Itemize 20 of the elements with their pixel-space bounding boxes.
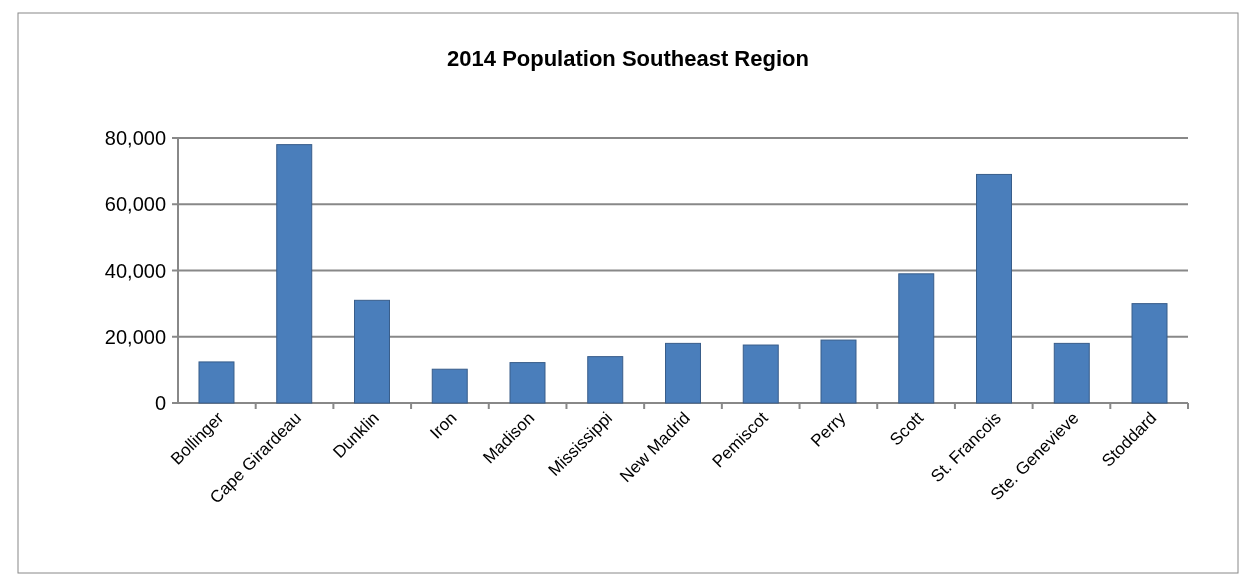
bar (431, 368, 468, 404)
bar (898, 273, 935, 404)
bar (1131, 303, 1168, 404)
bar (354, 299, 390, 404)
x-tick-label: Iron (426, 408, 461, 443)
bar (509, 362, 546, 404)
y-tick-label: 60,000 (104, 193, 166, 216)
bar (276, 144, 313, 404)
bar (1053, 342, 1090, 404)
y-tick-label: 40,000 (104, 259, 166, 282)
bar (742, 344, 779, 404)
bar (820, 339, 857, 404)
y-tick-label: 0 (154, 392, 166, 414)
bar (198, 361, 235, 404)
y-tick-label: 80,000 (104, 127, 166, 149)
bar (665, 342, 701, 404)
bar (587, 356, 624, 404)
y-tick-label: 20,000 (104, 325, 166, 348)
bar (976, 173, 1012, 404)
chart-title: 2014 Population Southeast Region (447, 46, 809, 71)
